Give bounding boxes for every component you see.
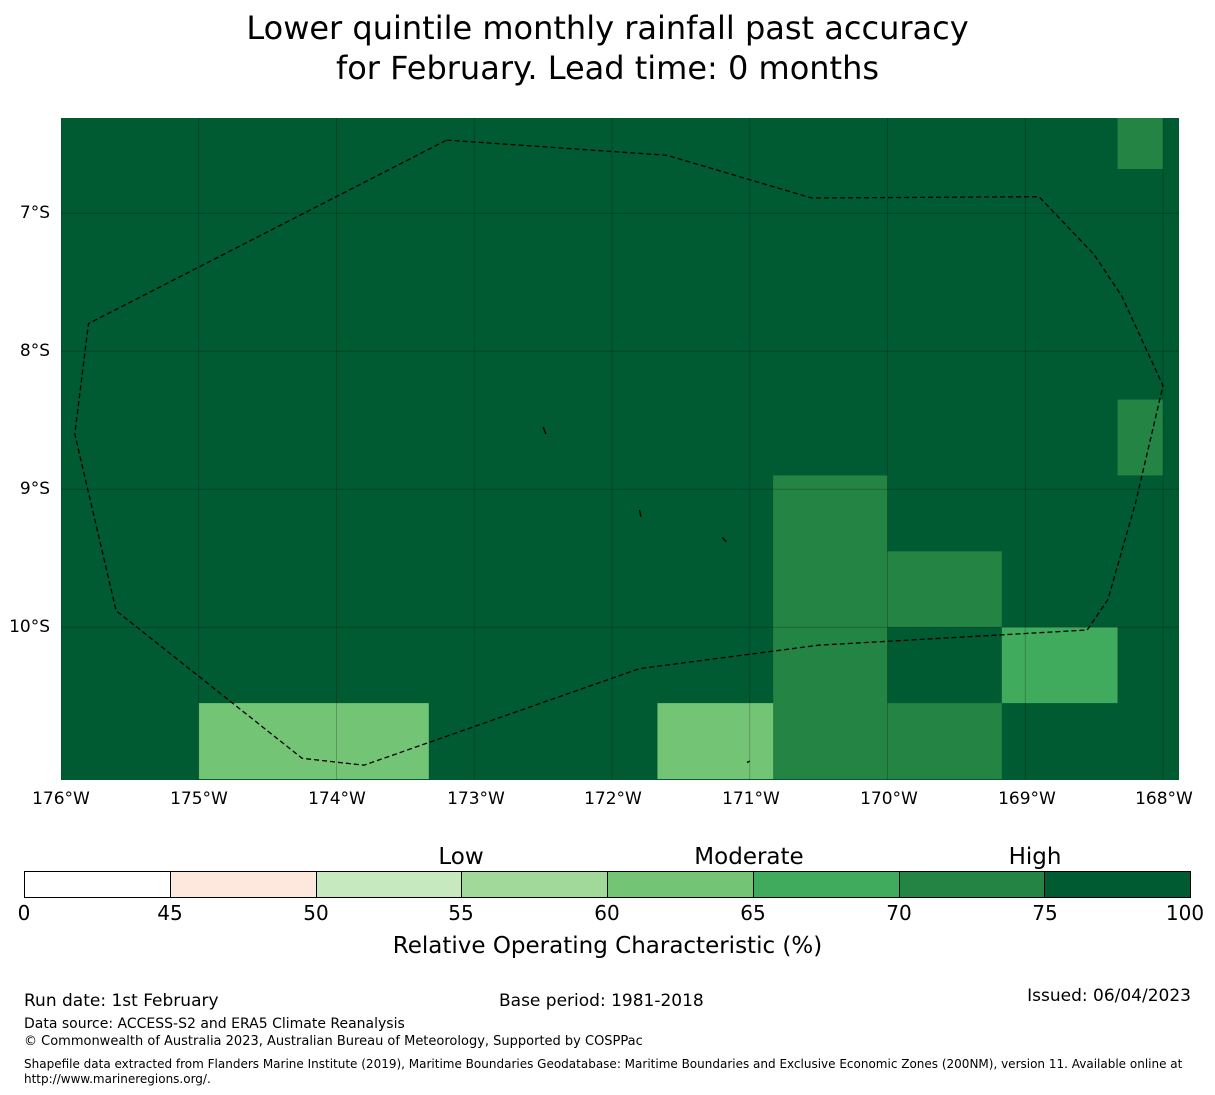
colorbar-label: Relative Operating Characteristic (%) (392, 933, 823, 959)
colorbar-tick-100: 100 (1165, 901, 1205, 925)
colorbar-tick-60: 60 (594, 901, 620, 925)
colorbar-segment-6 (899, 872, 1046, 897)
accuracy-cell-7 (657, 703, 774, 780)
lon-label-173w: 173°W (447, 789, 505, 809)
lon-label-172w: 172°W (584, 789, 642, 809)
chart-title: Lower quintile monthly rainfall past acc… (0, 8, 1215, 88)
colorbar-tick-55: 55 (448, 901, 474, 925)
colorbar-segment-5 (753, 872, 900, 897)
shapefile-credit: Shapefile data extracted from Flanders M… (24, 1057, 1183, 1086)
accuracy-cells (198, 118, 1163, 780)
accuracy-cell-5 (1001, 627, 1118, 704)
colorbar-segment-2 (316, 872, 463, 897)
colorbar-tick-65: 65 (740, 901, 766, 925)
eez-boundary (74, 139, 1164, 766)
colorbar-category-high: High (1008, 844, 1062, 870)
base-period: Base period: 1981-2018 (499, 991, 704, 1011)
lon-label-174w: 174°W (308, 789, 366, 809)
colorbar-tick-45: 45 (157, 901, 183, 925)
lon-label-170w: 170°W (860, 789, 918, 809)
island-3 (746, 760, 751, 764)
lon-label-169w: 169°W (998, 789, 1056, 809)
colorbar-segment-3 (462, 872, 608, 897)
islands (542, 426, 751, 764)
island-0 (542, 426, 547, 435)
data-source: Data source: ACCESS-S2 and ERA5 Climate … (24, 1016, 405, 1032)
colorbar-tick-0: 0 (17, 901, 31, 925)
colorbar-segment-1 (170, 872, 317, 897)
lon-label-171w: 171°W (722, 789, 780, 809)
colorbar (24, 871, 1191, 898)
colorbar-tick-50: 50 (303, 901, 329, 925)
map-canvas (61, 118, 1179, 780)
accuracy-cell-4 (887, 703, 1002, 780)
colorbar-segment-0 (25, 872, 171, 897)
accuracy-cell-3 (887, 551, 1002, 628)
colorbar-category-moderate: Moderate (694, 844, 804, 870)
lon-label-168w: 168°W (1135, 789, 1193, 809)
title-line-1: Lower quintile monthly rainfall past acc… (246, 9, 969, 47)
colorbar-tick-75: 75 (1032, 901, 1058, 925)
lat-label-10s: 10°S (9, 617, 50, 637)
colorbar-tick-70: 70 (886, 901, 912, 925)
lon-label-175w: 175°W (170, 789, 228, 809)
graticule (61, 118, 1179, 780)
title-line-2: for February. Lead time: 0 months (335, 49, 880, 87)
colorbar-segment-7 (1045, 872, 1190, 897)
eez-boundary-line (74, 139, 1164, 766)
colorbar-category-low: Low (438, 844, 484, 870)
island-1 (638, 509, 642, 517)
lat-label-9s: 9°S (19, 479, 50, 499)
accuracy-cell-6 (198, 703, 429, 780)
accuracy-cell-1 (1117, 399, 1163, 476)
accuracy-cell-2 (773, 475, 888, 780)
lat-label-7s: 7°S (19, 203, 50, 223)
accuracy-cell-0 (1117, 118, 1163, 170)
lon-label-176w: 176°W (32, 789, 90, 809)
run-date: Run date: 1st February (24, 991, 219, 1011)
lat-label-8s: 8°S (19, 341, 50, 361)
island-2 (721, 537, 727, 543)
colorbar-segment-4 (608, 872, 754, 897)
map-panel[interactable] (61, 118, 1179, 780)
issued-date: Issued: 06/04/2023 (1027, 986, 1191, 1006)
copyright: © Commonwealth of Australia 2023, Austra… (24, 1034, 643, 1049)
